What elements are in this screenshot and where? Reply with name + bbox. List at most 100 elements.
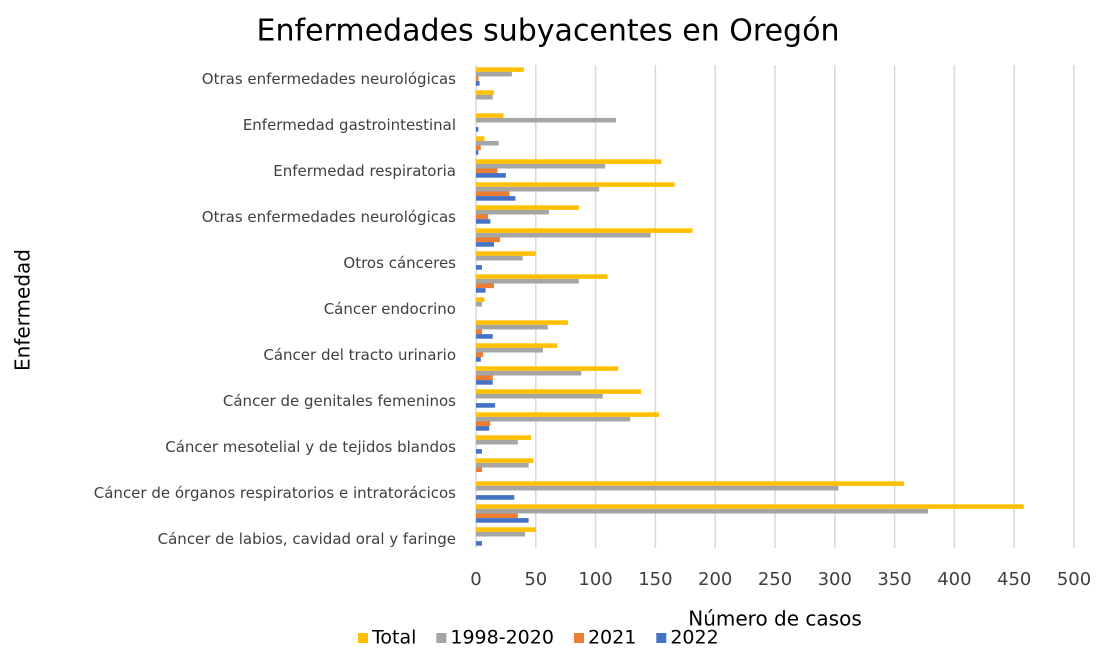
bar <box>476 329 482 335</box>
bar <box>476 214 488 220</box>
y-tick-label: Cáncer endocrino <box>324 300 456 318</box>
chart-title: Enfermedades subyacentes en Oregón <box>257 14 840 49</box>
bar <box>476 191 510 197</box>
y-tick-label: Cáncer del tracto urinario <box>263 346 456 364</box>
x-tick-label: 350 <box>877 569 911 590</box>
bar <box>476 412 659 417</box>
bar <box>476 81 480 86</box>
bar <box>476 237 500 243</box>
bar <box>476 136 485 141</box>
bar <box>476 274 608 279</box>
y-tick-label: Enfermedad gastrointestinal <box>243 116 456 134</box>
bar <box>476 495 515 500</box>
x-tick-label: 400 <box>937 569 971 590</box>
bar <box>476 301 482 307</box>
bar <box>476 343 558 348</box>
bar <box>476 297 485 302</box>
y-tick-label: Otras enfermedades neurológicas <box>202 70 456 88</box>
bar <box>476 380 493 385</box>
bar <box>476 90 494 95</box>
bar <box>476 375 493 381</box>
x-tick-label: 300 <box>818 569 852 590</box>
bar <box>476 283 494 289</box>
bar <box>476 518 529 523</box>
bar <box>476 370 582 376</box>
bar <box>476 352 484 358</box>
bar <box>476 145 481 151</box>
legend-swatch <box>656 633 667 643</box>
bar <box>476 421 491 427</box>
bar <box>476 426 490 431</box>
x-tick-label: 200 <box>698 569 732 590</box>
x-tick-label: 100 <box>578 569 612 590</box>
bar <box>476 232 651 238</box>
legend-swatch <box>358 633 368 643</box>
bar <box>476 458 534 463</box>
bar <box>476 113 504 118</box>
x-tick-label: 50 <box>524 569 547 590</box>
x-tick-label: 250 <box>758 569 792 590</box>
legend-label: Total <box>371 627 416 649</box>
bar <box>476 439 518 445</box>
bar <box>476 219 491 224</box>
legend-swatch <box>573 633 584 643</box>
bar <box>476 265 482 270</box>
x-tick-label: 0 <box>470 569 481 590</box>
bar <box>476 117 616 123</box>
bar <box>476 324 548 330</box>
bar <box>476 347 543 353</box>
y-tick-label: Otras enfermedades neurológicas <box>202 208 456 226</box>
bar <box>476 140 499 146</box>
bar <box>476 504 1024 509</box>
y-tick-label: Cáncer mesotelial y de tejidos blandos <box>165 438 456 456</box>
bar <box>476 527 536 532</box>
y-tick-label: Cáncer de genitales femeninos <box>223 392 456 410</box>
legend-label: 2021 <box>588 627 636 649</box>
bar <box>476 94 493 100</box>
bar <box>476 278 579 284</box>
bar <box>476 334 493 339</box>
x-tick-label: 150 <box>638 569 672 590</box>
legend-label: 1998-2020 <box>450 627 554 649</box>
x-tick-label: 450 <box>997 569 1031 590</box>
bar <box>476 196 516 201</box>
bar <box>476 467 482 473</box>
bar <box>476 67 524 72</box>
bar <box>476 462 529 468</box>
bar <box>476 449 482 454</box>
y-tick-label: Cáncer de labios, cavidad oral y faringe <box>158 530 456 548</box>
bar <box>476 186 600 192</box>
bar <box>476 76 479 82</box>
bar <box>476 481 905 486</box>
bar <box>476 150 479 155</box>
bar <box>476 531 526 537</box>
bar <box>476 163 606 169</box>
legend-swatch <box>436 633 447 643</box>
x-axis-label: Número de casos <box>688 607 862 631</box>
bar <box>476 389 642 394</box>
bar <box>476 508 929 514</box>
x-tick-label: 500 <box>1057 569 1091 590</box>
bar <box>476 541 482 546</box>
bar <box>476 228 693 233</box>
y-tick-label: Enfermedad respiratoria <box>273 162 456 180</box>
bar <box>476 251 536 256</box>
bar <box>476 209 549 215</box>
bar <box>476 403 496 408</box>
bar <box>476 205 579 210</box>
bar <box>476 435 532 440</box>
bar <box>476 366 619 371</box>
bar <box>476 513 518 519</box>
bar <box>476 159 662 164</box>
bar <box>476 255 523 261</box>
y-tick-label: Cáncer de órganos respiratorios e intrat… <box>94 484 456 502</box>
bar <box>476 71 512 77</box>
bar <box>476 173 506 178</box>
y-axis-label: Enfermedad <box>11 249 35 371</box>
y-tick-label: Otros cánceres <box>343 254 456 272</box>
bar <box>476 416 631 422</box>
legend-label: 2022 <box>670 627 718 649</box>
bar <box>476 485 839 491</box>
bar <box>476 357 481 362</box>
